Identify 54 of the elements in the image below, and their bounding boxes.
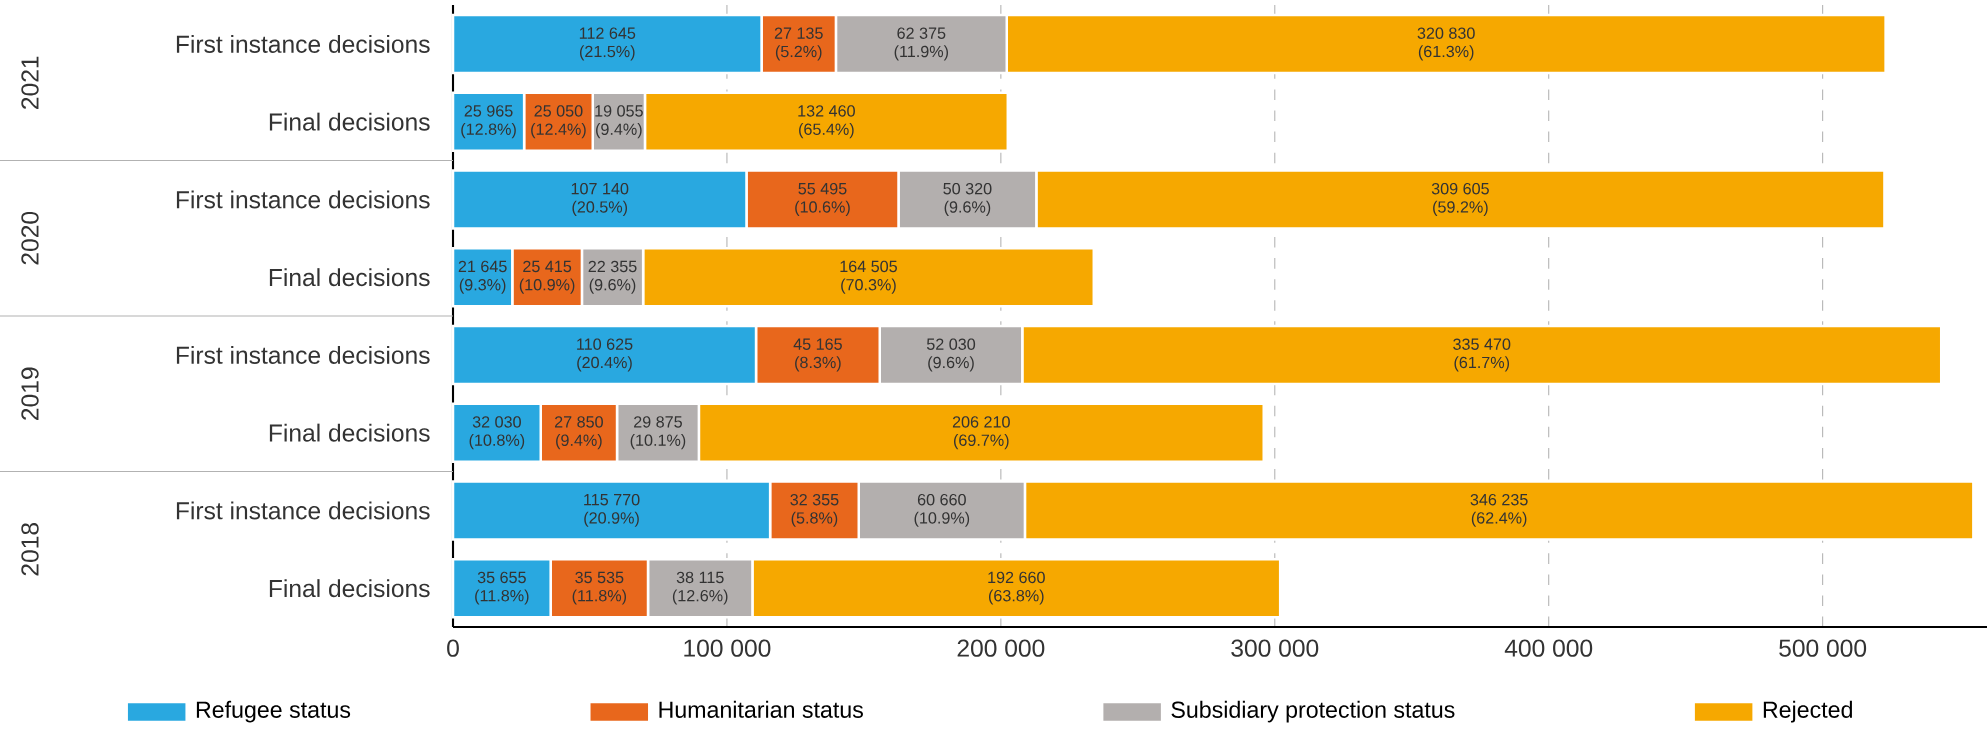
data-label: 29 875 (10.1%) [630,416,686,450]
data-label: 110 625 (20.4%) [577,338,633,372]
data-label: 32 030 (10.8%) [469,416,525,450]
x-tick-label: 500 000 [1779,639,1867,657]
legend-label: Humanitarian status [659,700,863,718]
y-tick-label: First instance decisions [176,190,430,209]
legend-label: Subsidiary protection status [1171,700,1455,723]
text: 2019 [21,367,39,420]
data-label: 25 415 (10.9%) [519,260,575,294]
y-tick-label: Final decisions [269,112,430,131]
data-label: 206 210 (69.7%) [952,416,1010,450]
data-label: 192 660 (63.8%) [988,571,1045,605]
x-tick-label: 100 000 [684,639,771,657]
data-label: 35 655 (11.8%) [475,571,529,605]
data-label: 38 115 (12.6%) [672,571,728,605]
y-tick-label: Final decisions [269,579,430,598]
data-label: 19 055 (9.4%) [595,105,643,139]
data-label: 27 135 (5.2%) [774,27,823,61]
data-label: 132 460 (65.4%) [798,105,855,139]
data-label: 107 140 (20.5%) [571,182,629,216]
data-label: 50 320 (9.6%) [943,182,992,216]
data-label: 309 605 (59.2%) [1431,182,1489,216]
y-tick-label: First instance decisions [176,345,430,364]
y-tick-label: First instance decisions [176,501,430,520]
data-label: 25 050 (12.4%) [531,105,586,139]
data-label: 60 660 (10.9%) [914,493,970,527]
y-tick-label: First instance decisions [176,34,430,53]
data-label: 320 830 (61.3%) [1417,27,1475,61]
data-label: 45 165 (8.3%) [793,338,842,372]
data-label: 35 535 (11.8%) [572,571,627,605]
legend-label: Refugee status [196,700,351,723]
y-tick-label: Final decisions [269,423,430,442]
data-label: 62 375 (11.9%) [894,27,948,61]
text: 2021 [21,56,39,109]
data-label: 25 965 (12.8%) [461,105,516,139]
x-tick-label: 400 000 [1504,639,1593,657]
data-label: 22 355 (9.6%) [588,260,637,294]
data-label: 335 470 (61.7%) [1453,338,1511,372]
data-label: 115 770 (20.9%) [584,493,640,527]
legend-label: Rejected [1763,700,1852,723]
x-tick-label: 0 [447,639,459,657]
text: 2018 [21,522,39,576]
data-label: 21 645 (9.3%) [458,260,507,294]
data-label: 112 645 (21.5%) [579,27,636,61]
data-label: 346 235 (62.4%) [1470,493,1528,527]
data-label: 27 850 (9.4%) [554,416,603,450]
data-label: 52 030 (9.6%) [926,338,976,372]
text: 2020 [21,211,39,265]
y-tick-label: Final decisions [269,268,430,287]
data-label: 55 495 (10.6%) [795,182,850,216]
data-label: 164 505 (70.3%) [840,260,897,294]
data-label: 32 355 (5.8%) [790,493,839,527]
x-tick-label: 200 000 [957,639,1045,657]
x-tick-label: 300 000 [1231,639,1319,657]
